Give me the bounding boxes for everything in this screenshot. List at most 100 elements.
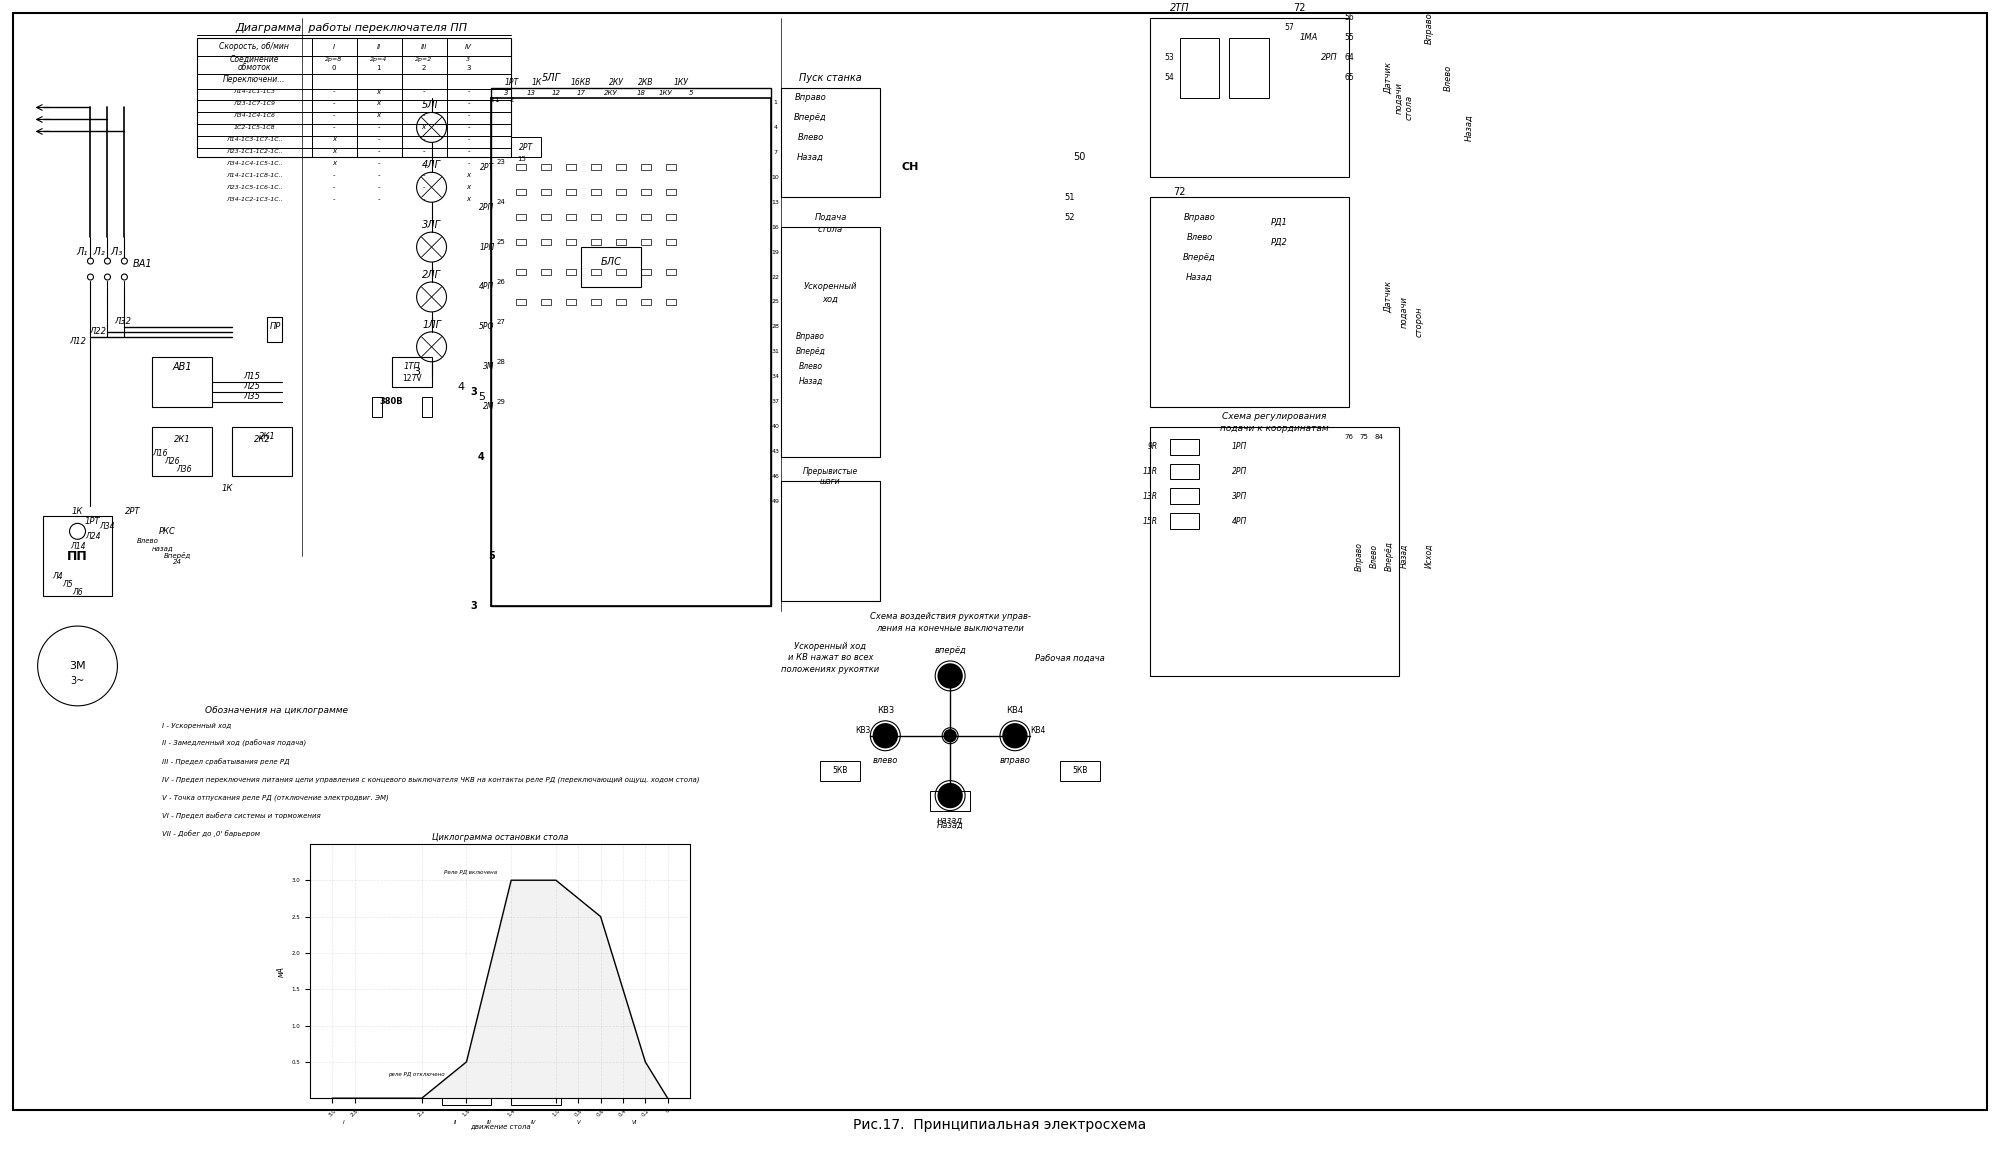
Text: 17: 17 [576,89,586,96]
Bar [640,214,650,220]
Text: Датчик: Датчик [1384,281,1394,313]
Y-axis label: мА: мА [276,965,286,977]
Text: 27: 27 [496,319,506,325]
Bar [820,761,860,780]
Text: 34: 34 [772,375,780,379]
Text: 1ТП: 1ТП [404,362,420,371]
Text: БЛС: БЛС [600,257,622,267]
Text: 5: 5 [478,392,484,401]
Circle shape [416,172,446,202]
Text: 50: 50 [1074,153,1086,162]
Text: Л14-1С1-1С3: Л14-1С1-1С3 [234,89,276,94]
Text: 1ЛГ: 1ЛГ [422,320,442,329]
Circle shape [874,724,898,748]
Bar [542,299,552,305]
Text: x: x [376,89,380,95]
Bar [542,190,552,195]
Bar [1150,17,1350,177]
Text: Л4: Л4 [52,572,62,580]
Text: -: - [332,172,336,178]
Text: 15R: 15R [1142,517,1158,526]
Title: Циклограмма остановки стола: Циклограмма остановки стола [432,832,568,842]
Text: Ускоренный: Ускоренный [804,282,858,291]
Bar [780,227,880,457]
Text: 31: 31 [772,349,780,354]
Bar [1150,427,1398,676]
Text: 1РТ: 1РТ [84,517,100,526]
Text: -: - [332,89,336,95]
Text: 2М: 2М [482,402,494,412]
Text: 37: 37 [772,399,780,405]
Text: 2РТ: 2РТ [480,163,494,172]
Text: 25: 25 [772,299,780,304]
Text: 1К: 1К [222,484,232,492]
Text: 4ЛГ: 4ЛГ [422,161,442,170]
Text: Вправо: Вправо [794,92,826,102]
Text: -: - [378,184,380,191]
Text: Вправо: Вправо [1184,213,1216,222]
Text: 2КУ: 2КУ [604,89,618,96]
Text: 2РП: 2РП [480,202,494,212]
Bar [492,88,770,606]
Text: Л14: Л14 [70,542,86,550]
Text: 2К1: 2К1 [258,432,276,442]
Text: 19: 19 [772,250,780,254]
Circle shape [944,729,956,742]
Bar [640,269,650,275]
Text: Л34-1С4-1С6: Л34-1С4-1С6 [234,113,276,118]
Text: x: x [376,112,380,118]
Text: 13R: 13R [1142,492,1158,501]
Text: 2РП: 2РП [1320,53,1338,62]
Text: -: - [332,197,336,202]
Text: 5Р5: 5Р5 [528,1090,544,1099]
Text: -: - [468,136,470,142]
Text: Диаграмма  работы переключателя ПП: Диаграмма работы переключателя ПП [236,23,468,32]
Bar [592,190,602,195]
Text: реле РД отключено: реле РД отключено [388,1073,444,1077]
Bar [666,239,676,245]
Text: Назад: Назад [1400,544,1408,569]
Text: Пуск станка: Пуск станка [800,73,862,82]
Text: II: II [376,44,380,50]
Circle shape [936,661,966,691]
Text: 127V: 127V [402,375,422,384]
Text: 16: 16 [772,224,780,230]
Text: РД1: РД1 [1270,217,1288,227]
Text: VII - Добег до ,0' барьером: VII - Добег до ,0' барьером [162,830,260,837]
Text: Л36: Л36 [176,465,192,474]
Text: 51: 51 [1064,193,1076,202]
Bar [666,214,676,220]
Text: 2ТП: 2ТП [1170,2,1190,13]
Circle shape [1002,724,1026,748]
Bar [616,239,626,245]
Text: Назад: Назад [798,377,822,386]
Circle shape [104,258,110,264]
Text: 76: 76 [1344,434,1354,439]
Text: ления на конечные выключатели: ления на конечные выключатели [876,623,1024,632]
Text: 3ЛГ: 3ЛГ [422,220,442,230]
Text: x: x [376,101,380,106]
Text: -: - [332,112,336,118]
Bar [640,190,650,195]
Text: 4: 4 [478,452,484,461]
Text: 11R: 11R [1142,467,1158,476]
Text: стола: стола [1404,95,1414,120]
Text: 43: 43 [772,449,780,454]
Text: Л24: Л24 [84,532,100,541]
Text: 2ЛГ: 2ЛГ [422,271,442,280]
Text: 16КВ: 16КВ [570,79,592,87]
Text: x: x [422,125,426,131]
Bar [592,299,602,305]
Text: -: - [378,197,380,202]
Bar [592,214,602,220]
Text: 1: 1 [494,96,498,103]
Circle shape [416,332,446,362]
Text: Назад: Назад [936,821,964,830]
Bar [566,269,576,275]
Text: 1РП: 1РП [1232,442,1246,451]
Circle shape [38,627,118,706]
Text: 26: 26 [496,279,506,286]
Text: 56: 56 [1344,13,1354,22]
Text: 3: 3 [466,57,470,62]
Text: 57: 57 [1284,23,1294,32]
